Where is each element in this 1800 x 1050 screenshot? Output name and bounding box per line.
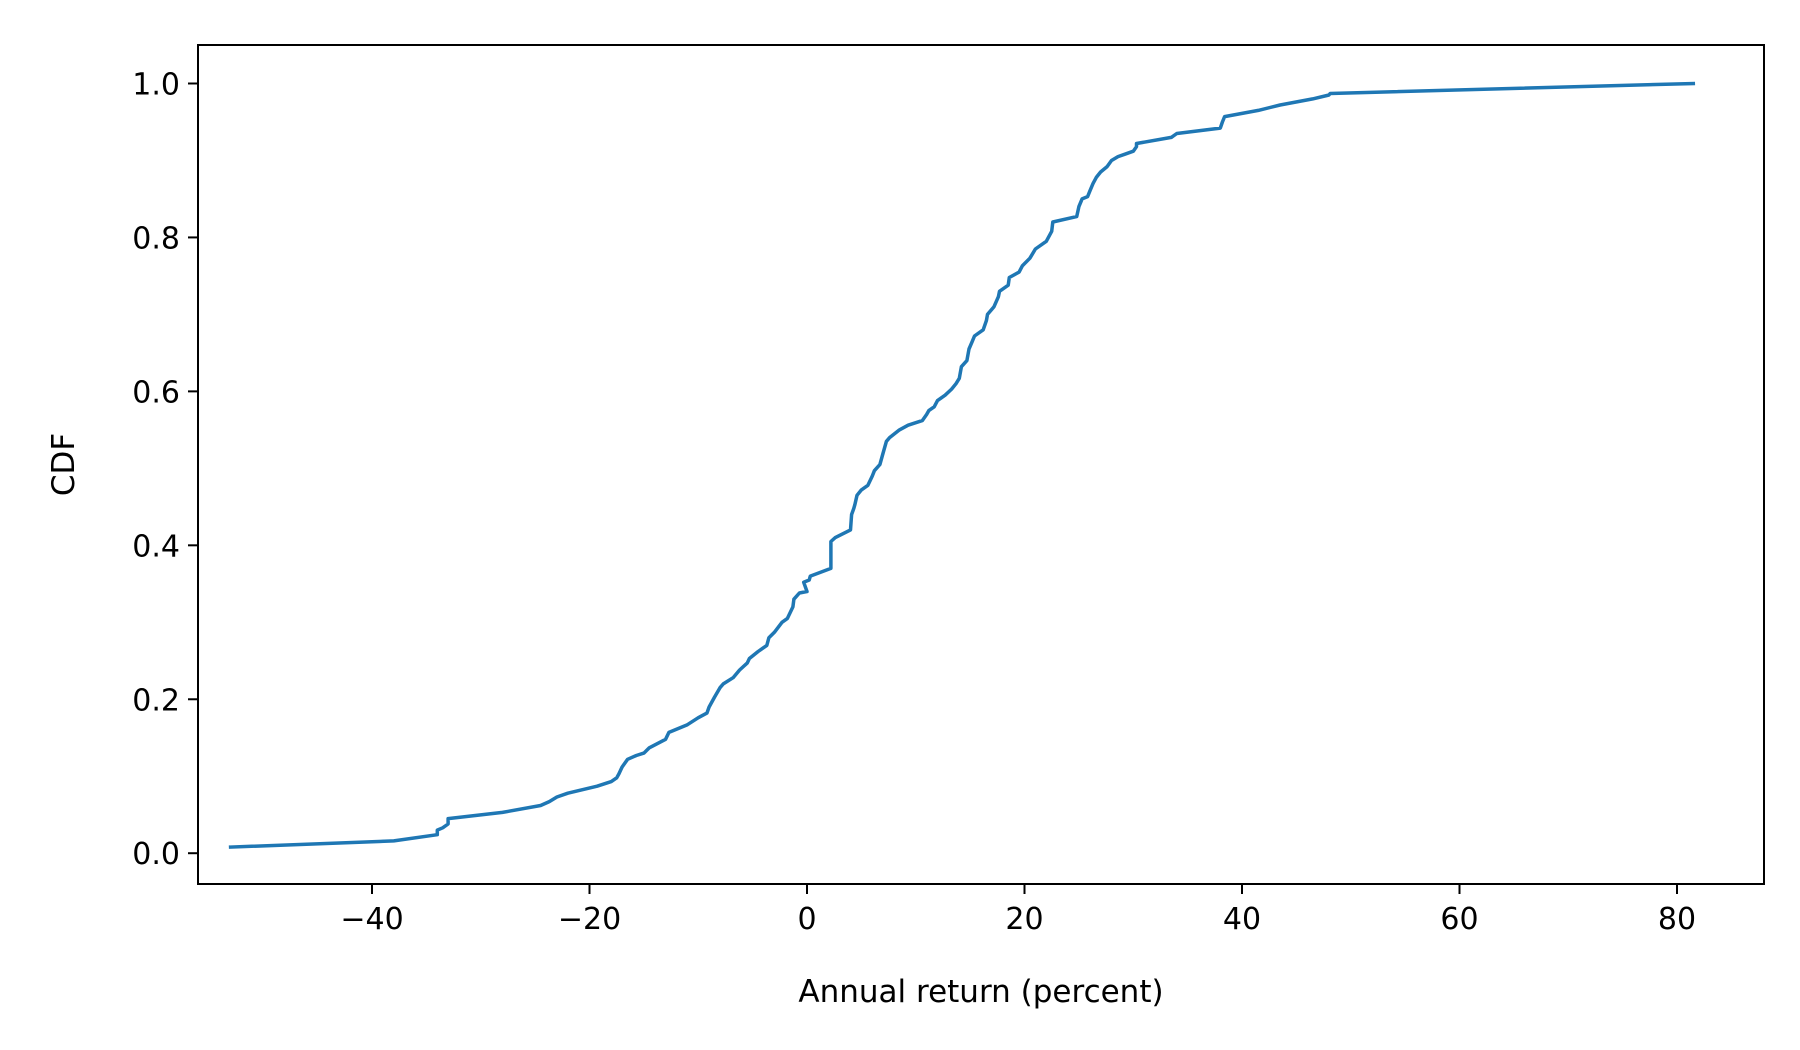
y-tick-label: 0.2 [132,683,180,718]
cdf-series-line [228,81,1696,849]
x-tick-label: 40 [1223,902,1261,937]
x-tick-label: −40 [340,902,403,937]
y-axis-ticks: 0.0 0.2 0.4 0.6 0.8 1.0 [132,67,198,872]
x-tick-label: 0 [797,902,816,937]
x-axis-label: Annual return (percent) [798,974,1163,1010]
x-tick-label: 20 [1005,902,1043,937]
x-axis-ticks: −40 −20 0 20 40 60 80 [340,884,1696,937]
y-tick-label: 0.0 [132,837,180,872]
y-tick-label: 0.8 [132,221,180,256]
y-tick-label: 1.0 [132,67,180,102]
plot-frame [197,44,1765,885]
series-group [228,81,1696,849]
y-axis-label: CDF [46,433,82,496]
x-tick-label: 80 [1658,902,1696,937]
y-tick-label: 0.6 [132,375,180,410]
x-tick-label: 60 [1440,902,1478,937]
y-tick-label: 0.4 [132,529,180,564]
x-tick-label: −20 [558,902,621,937]
